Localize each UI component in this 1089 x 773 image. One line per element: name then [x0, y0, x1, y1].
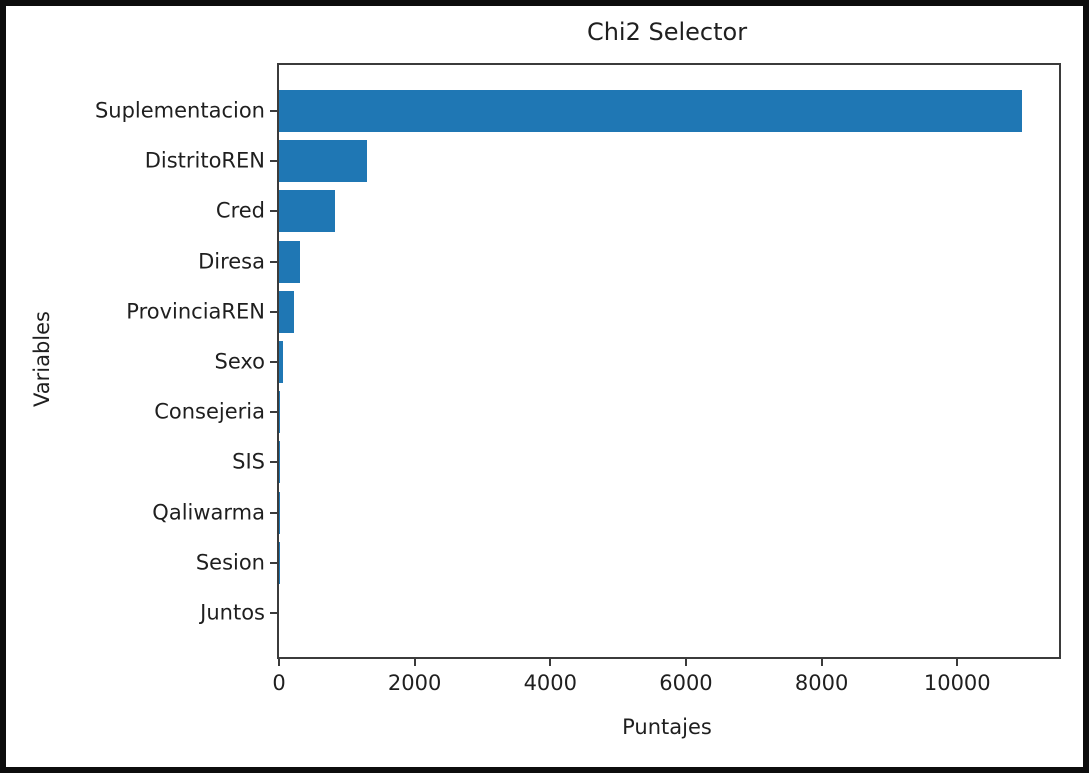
- y-tick-mark: [270, 411, 279, 414]
- bar: [279, 240, 301, 283]
- bar: [279, 90, 1022, 132]
- y-tick-label: Suplementacion: [94, 98, 265, 123]
- y-tick-mark: [270, 260, 279, 263]
- x-tick-mark: [413, 657, 416, 666]
- y-tick-mark: [270, 310, 279, 313]
- x-tick-label: 10000: [923, 671, 991, 695]
- y-tick-mark: [270, 110, 279, 112]
- x-tick-mark: [820, 657, 823, 666]
- bar: [279, 441, 280, 484]
- bar: [279, 391, 280, 434]
- x-tick-label: 8000: [794, 671, 849, 695]
- x-tick-label: 0: [272, 671, 286, 695]
- bar: [279, 140, 368, 183]
- y-tick-label: Sexo: [214, 349, 265, 374]
- y-tick-label: ProvinciaREN: [126, 299, 265, 324]
- x-tick-label: 4000: [523, 671, 578, 695]
- y-tick-label: Qaliwarma: [152, 500, 265, 525]
- y-tick-label: Diresa: [198, 249, 265, 274]
- y-tick-mark: [270, 561, 279, 564]
- y-tick-label: SIS: [232, 449, 265, 474]
- y-tick-mark: [270, 160, 279, 163]
- x-tick-label: 2000: [387, 671, 442, 695]
- x-tick-mark: [684, 657, 687, 666]
- y-axis-label: Variables: [30, 311, 54, 407]
- y-tick-mark: [270, 210, 279, 213]
- y-tick-label: Sesion: [195, 550, 265, 575]
- x-tick-mark: [278, 657, 280, 666]
- x-tick-label: 6000: [659, 671, 713, 695]
- bar: [279, 290, 294, 333]
- y-tick-mark: [270, 461, 279, 464]
- chart-title: Chi2 Selector: [586, 18, 748, 46]
- y-tick-label: DistritoREN: [144, 148, 265, 173]
- x-tick-mark: [956, 657, 959, 666]
- y-tick-mark: [270, 612, 279, 614]
- bar: [279, 190, 335, 233]
- y-tick-label: Consejeria: [154, 399, 265, 424]
- x-axis-label: Puntajes: [622, 715, 712, 739]
- plot-area: Suplementacion DistritoREN Cred Diresa Provi…: [95, 63, 1061, 694]
- bar: [279, 341, 284, 383]
- x-tick-mark: [549, 657, 552, 666]
- y-tick-mark: [270, 361, 279, 363]
- y-tick-label: Cred: [215, 198, 265, 223]
- y-tick-label: Juntos: [200, 600, 265, 625]
- y-tick-mark: [270, 511, 279, 514]
